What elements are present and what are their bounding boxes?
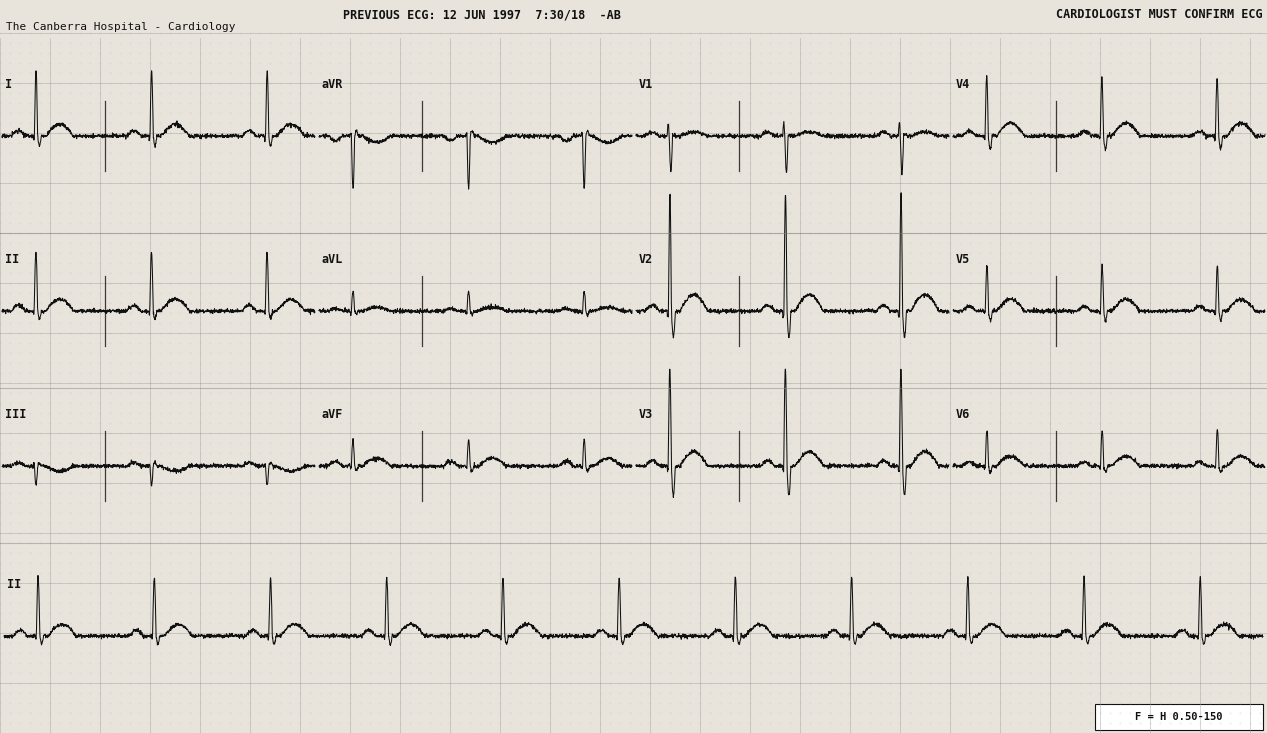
Bar: [1095, 704, 1263, 730]
Text: The Canberra Hospital - Cardiology: The Canberra Hospital - Cardiology: [6, 22, 236, 32]
Text: III: III: [5, 408, 27, 421]
Text: V6: V6: [957, 408, 971, 421]
Text: aVR: aVR: [322, 78, 343, 91]
Text: V1: V1: [639, 78, 654, 91]
Text: V4: V4: [957, 78, 971, 91]
Text: V5: V5: [957, 253, 971, 266]
Text: aVL: aVL: [322, 253, 343, 266]
Text: F = H 0.50-150: F = H 0.50-150: [1135, 712, 1223, 722]
Text: aVF: aVF: [322, 408, 343, 421]
Text: V2: V2: [639, 253, 654, 266]
Text: II: II: [5, 253, 19, 266]
Text: V3: V3: [639, 408, 654, 421]
Text: I: I: [5, 78, 13, 91]
Text: II: II: [8, 578, 22, 591]
Text: CARDIOLOGIST MUST CONFIRM ECG: CARDIOLOGIST MUST CONFIRM ECG: [1057, 8, 1263, 21]
Text: PREVIOUS ECG: 12 JUN 1997  7:30/18  -AB: PREVIOUS ECG: 12 JUN 1997 7:30/18 -AB: [342, 8, 621, 21]
